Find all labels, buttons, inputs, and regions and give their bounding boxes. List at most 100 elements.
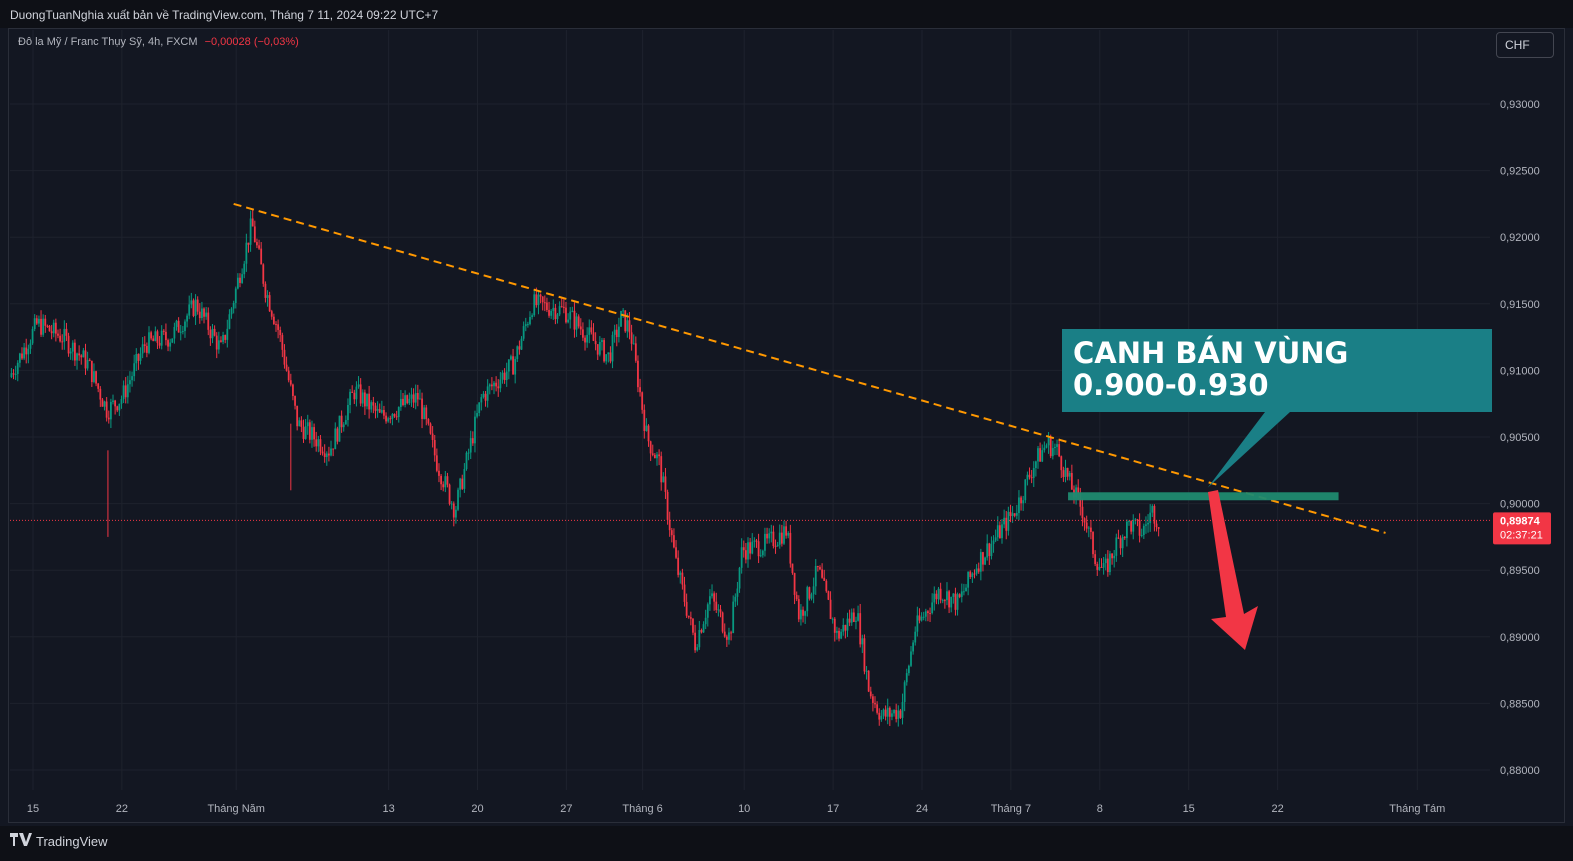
candle-body bbox=[1102, 563, 1105, 568]
candle-body bbox=[457, 489, 459, 510]
candle-body bbox=[334, 428, 337, 450]
candle-body bbox=[1028, 474, 1031, 478]
candle-body bbox=[220, 340, 222, 342]
y-tick-label: 0,91000 bbox=[1500, 365, 1540, 377]
candle-body bbox=[742, 547, 745, 551]
candle-body bbox=[632, 343, 635, 345]
candle-body bbox=[645, 425, 648, 432]
candle-body bbox=[486, 386, 489, 401]
last-price-label: 0,89874 bbox=[1500, 515, 1541, 527]
candle-body bbox=[713, 593, 716, 602]
candle-body bbox=[937, 588, 940, 600]
candle-body bbox=[281, 335, 284, 350]
candle-body bbox=[1070, 472, 1073, 490]
candle-body bbox=[670, 530, 673, 536]
candle-body bbox=[35, 318, 38, 324]
candle-body bbox=[277, 324, 280, 330]
candle-body bbox=[770, 531, 773, 534]
candle-body bbox=[1056, 444, 1058, 447]
candle-body bbox=[1147, 522, 1149, 525]
candle-body bbox=[232, 302, 235, 309]
candle-body bbox=[205, 312, 208, 317]
candle-body bbox=[855, 620, 857, 622]
x-tick-label: 13 bbox=[382, 803, 394, 815]
candle-body bbox=[124, 385, 127, 398]
candle-body bbox=[112, 400, 114, 402]
candle-body bbox=[575, 316, 578, 330]
candle-body bbox=[118, 403, 121, 411]
candle-body bbox=[65, 328, 68, 336]
y-tick-label: 0,93000 bbox=[1500, 99, 1540, 111]
candle-body bbox=[802, 609, 804, 616]
candle-body bbox=[249, 218, 252, 245]
candle-body bbox=[1041, 450, 1044, 462]
candle-body bbox=[88, 359, 91, 361]
candle-body bbox=[543, 302, 546, 304]
symbol-legend[interactable]: Đô la Mỹ / Franc Thụy Sỹ, 4h, FXCM −0,00… bbox=[18, 36, 299, 48]
candle-body bbox=[565, 307, 567, 323]
candle-body bbox=[150, 332, 153, 339]
sell-zone-box bbox=[1068, 492, 1339, 501]
candle-body bbox=[1142, 525, 1145, 536]
candle-body bbox=[709, 596, 711, 605]
candle-body bbox=[116, 406, 119, 411]
candle-body bbox=[325, 453, 328, 457]
candle-body bbox=[194, 299, 197, 316]
candle-body bbox=[816, 566, 819, 568]
candle-body bbox=[353, 392, 356, 400]
candle-body bbox=[738, 567, 741, 589]
candle-body bbox=[893, 709, 895, 714]
candle-body bbox=[141, 344, 144, 354]
candle-body bbox=[393, 413, 396, 417]
candle-body bbox=[397, 407, 400, 417]
candle-body bbox=[143, 344, 146, 346]
footer-bar bbox=[0, 826, 1573, 861]
candle-body bbox=[886, 707, 889, 717]
chart-frame bbox=[8, 28, 1565, 823]
candle-body bbox=[1039, 448, 1042, 462]
x-tick-label: 10 bbox=[738, 803, 750, 815]
candle-body bbox=[1003, 517, 1006, 525]
candle-body bbox=[721, 612, 724, 632]
candle-body bbox=[156, 331, 159, 343]
candle-body bbox=[1034, 461, 1037, 469]
candle-body bbox=[514, 359, 517, 375]
candle-body bbox=[732, 601, 735, 634]
candle-body bbox=[531, 315, 534, 317]
candle-body bbox=[292, 384, 294, 397]
candle-body bbox=[372, 402, 375, 406]
tradingview-logo[interactable]: TradingView bbox=[10, 833, 108, 849]
candle-body bbox=[222, 335, 224, 342]
candle-body bbox=[404, 395, 407, 406]
candle-body bbox=[751, 541, 754, 554]
candle-body bbox=[1049, 437, 1052, 457]
candle-body bbox=[427, 419, 430, 424]
candle-body bbox=[10, 373, 13, 378]
candle-body bbox=[924, 611, 927, 617]
candle-body bbox=[97, 383, 100, 389]
candle-body bbox=[876, 704, 879, 713]
candle-body bbox=[734, 596, 737, 602]
candle-body bbox=[1090, 527, 1092, 532]
candle-body bbox=[656, 454, 658, 459]
candle-body bbox=[546, 302, 548, 311]
candle-body bbox=[86, 359, 89, 369]
candle-body bbox=[704, 617, 707, 625]
candle-body bbox=[363, 392, 366, 407]
candle-body bbox=[177, 320, 180, 333]
tradingview-logo-text: TradingView bbox=[36, 833, 108, 849]
candle-body bbox=[888, 707, 891, 717]
candle-body bbox=[554, 307, 557, 320]
x-tick-label: Tháng 6 bbox=[622, 803, 662, 815]
candle-body bbox=[129, 380, 131, 385]
candle-body bbox=[812, 586, 815, 595]
candle-body bbox=[499, 379, 502, 389]
currency-button[interactable]: CHF bbox=[1496, 32, 1554, 58]
candle-body bbox=[1134, 519, 1137, 521]
candle-body bbox=[438, 470, 440, 476]
candle-body bbox=[939, 588, 942, 601]
candle-body bbox=[1115, 537, 1118, 556]
candle-body bbox=[425, 407, 428, 420]
candle-body bbox=[18, 353, 21, 363]
